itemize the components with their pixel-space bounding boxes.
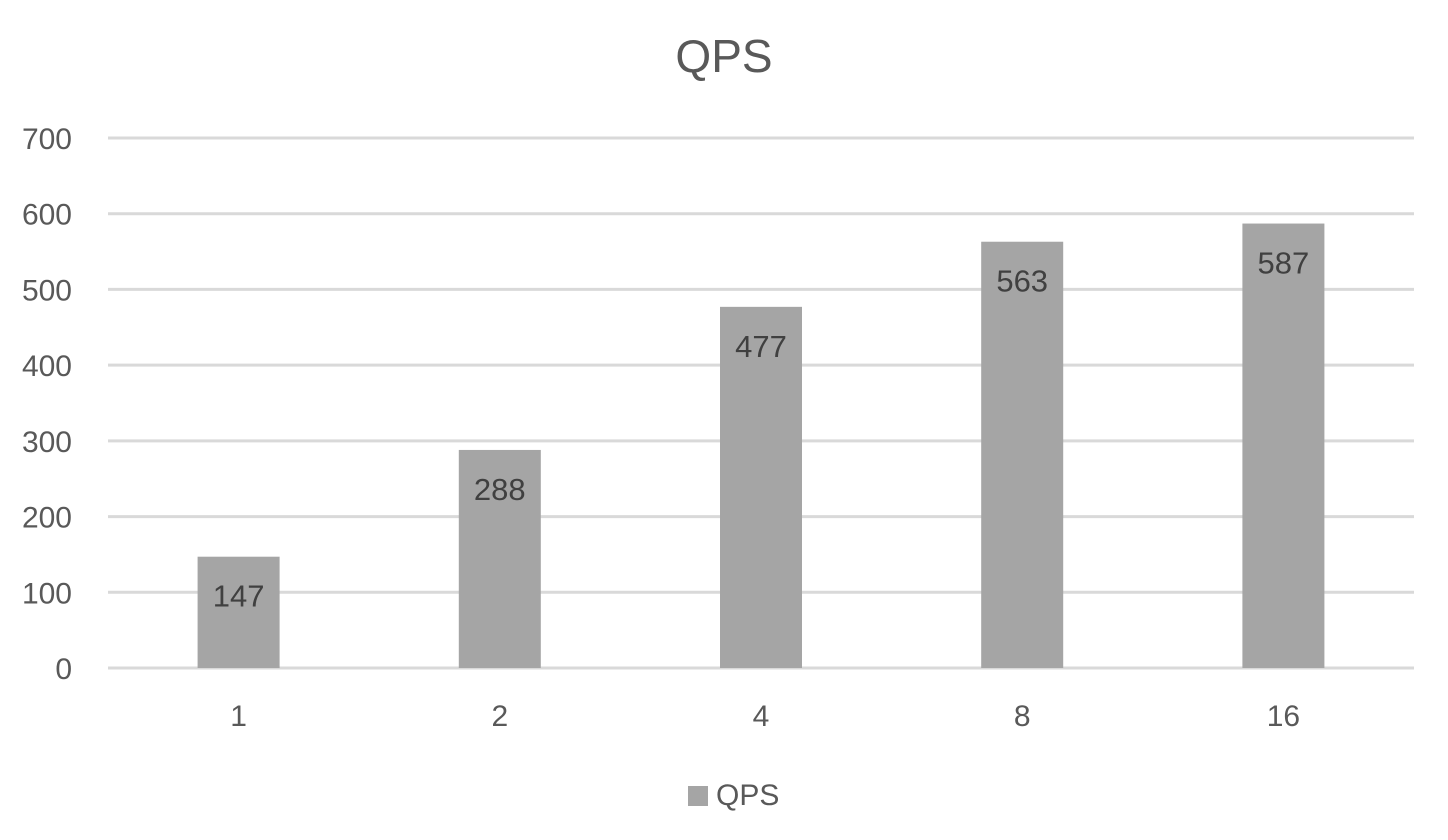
y-tick-label-300: 300 [22,426,72,459]
y-tick-label-700: 700 [22,123,72,156]
y-tick-label-100: 100 [22,577,72,610]
x-tick-label-1: 1 [230,700,247,733]
bar-1 [197,556,280,668]
bar-2 [458,449,541,668]
y-tick-label-0: 0 [55,653,72,686]
y-axis-ticks: 0 100 200 300 400 500 600 700 [22,123,72,686]
legend-label: QPS [716,779,779,812]
legend: QPS [688,779,779,812]
x-tick-label-4: 4 [753,700,770,733]
x-axis-ticks: 1 2 4 8 16 [230,700,1300,733]
data-labels: 147 288 477 563 587 [213,246,1310,614]
chart-title: QPS [675,30,772,82]
x-tick-label-2: 2 [491,700,508,733]
data-label-16: 587 [1258,246,1310,281]
y-tick-label-200: 200 [22,502,72,535]
data-label-4: 477 [735,329,787,364]
bar-16 [1242,223,1325,669]
data-label-2: 288 [474,472,526,507]
bar-8 [981,241,1064,668]
y-tick-label-600: 600 [22,199,72,232]
bars [197,223,1325,669]
legend-swatch [688,786,708,806]
x-tick-label-8: 8 [1014,700,1031,733]
data-label-8: 563 [996,264,1048,299]
x-tick-label-16: 16 [1267,700,1300,733]
bar-4 [720,306,802,668]
y-tick-label-500: 500 [22,274,72,307]
y-tick-label-400: 400 [22,350,72,383]
data-label-1: 147 [213,579,265,614]
